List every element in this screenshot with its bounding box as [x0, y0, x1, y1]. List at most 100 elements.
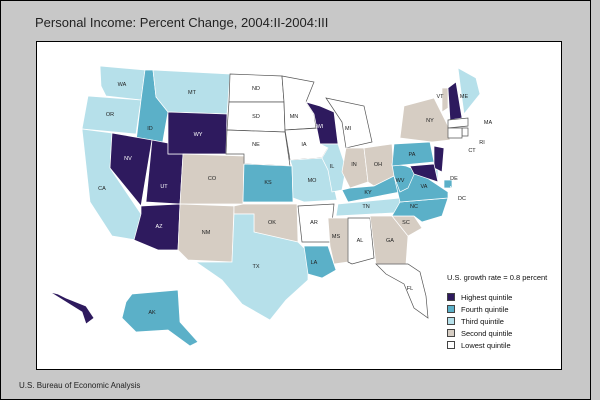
state-fl	[375, 263, 429, 319]
legend-item: Third quintile	[447, 315, 547, 327]
state-label: AR	[310, 220, 318, 226]
map-panel: WA OR CA ID NV UT AZ MT WY CO NM ND SD NE KS OK TX MN IA MO…	[36, 41, 562, 370]
state-label: AK	[148, 310, 156, 316]
state-label: OK	[268, 220, 276, 226]
state-label: NE	[252, 142, 260, 148]
legend-item: Second quintile	[447, 327, 547, 339]
state-in	[341, 147, 369, 189]
state-label: VA	[421, 184, 428, 190]
state-label: ME	[460, 94, 469, 100]
legend-item: Highest quintile	[447, 291, 547, 303]
state-al	[347, 217, 375, 265]
legend-heading: U.S. growth rate = 0.8 percent	[447, 273, 548, 282]
state-label: UT	[160, 184, 168, 190]
state-me	[457, 67, 481, 115]
state-label: ID	[147, 126, 153, 132]
state-label: MI	[345, 126, 352, 132]
state-label: WA	[118, 82, 127, 88]
state-ct	[447, 127, 463, 139]
legend-label: Fourth quintile	[461, 304, 509, 314]
legend-swatch	[447, 305, 455, 313]
state-or	[81, 95, 142, 135]
state-label: SC	[402, 220, 410, 226]
state-vt	[441, 87, 449, 113]
state-ak	[121, 289, 199, 347]
state-label: WY	[194, 132, 203, 138]
state-label: NH	[442, 76, 450, 82]
state-la	[303, 245, 337, 279]
state-label: NV	[124, 156, 132, 162]
page-title: Personal Income: Percent Change, 2004:II…	[35, 15, 329, 30]
state-label: SD	[252, 114, 260, 120]
state-label: NJ	[451, 166, 458, 172]
state-label: RI	[479, 140, 485, 146]
state-ms	[327, 217, 349, 265]
source-note: U.S. Bureau of Economic Analysis	[19, 381, 141, 390]
state-label: MD	[450, 186, 459, 192]
state-label: AL	[357, 238, 364, 244]
legend-label: Second quintile	[461, 328, 513, 338]
legend: U.S. growth rate = 0.8 percent Highest q…	[447, 273, 547, 351]
state-label: MO	[308, 178, 318, 184]
state-hi	[49, 291, 95, 325]
state-label: CA	[98, 186, 106, 192]
state-label: NY	[426, 118, 434, 124]
state-label: AZ	[155, 224, 163, 230]
us-map: WA OR CA ID NV UT AZ MT WY CO NM ND SD NE KS OK TX MN IA MO…	[49, 65, 493, 347]
state-label: FL	[407, 286, 413, 292]
state-label: LA	[311, 260, 318, 266]
state-label: MS	[332, 234, 341, 240]
state-label: DC	[458, 196, 466, 202]
state-label: MA	[484, 120, 493, 126]
state-ks	[242, 163, 294, 203]
state-tx	[194, 213, 309, 321]
state-label: IL	[330, 164, 335, 170]
state-label: GA	[386, 238, 394, 244]
state-label: DE	[450, 176, 458, 182]
state-label: WV	[396, 178, 405, 184]
state-label: CT	[468, 148, 476, 154]
legend-swatch	[447, 329, 455, 337]
state-label: NM	[202, 230, 211, 236]
state-label: HI	[55, 308, 61, 314]
state-md	[409, 163, 439, 183]
state-label: ND	[252, 86, 260, 92]
state-label: OR	[106, 112, 114, 118]
state-ga	[369, 215, 409, 265]
state-label: IN	[351, 162, 357, 168]
legend-swatch	[447, 341, 455, 349]
state-label: PA	[409, 152, 416, 158]
state-label: MN	[290, 114, 299, 120]
legend-item: Lowest quintile	[447, 339, 547, 351]
legend-swatch	[447, 317, 455, 325]
state-mi	[325, 97, 373, 149]
state-label: TN	[362, 204, 369, 210]
state-ma	[447, 117, 469, 129]
state-nh	[447, 81, 463, 121]
state-wv	[391, 163, 417, 193]
legend-label: Highest quintile	[461, 292, 513, 302]
state-il	[319, 143, 347, 193]
state-dc	[443, 179, 453, 189]
state-label: IA	[301, 142, 307, 148]
legend-swatch	[447, 293, 455, 301]
legend-item: Fourth quintile	[447, 303, 547, 315]
state-label: MT	[188, 90, 197, 96]
state-wa	[99, 65, 146, 101]
state-label: TX	[252, 264, 259, 270]
state-nj	[433, 145, 445, 173]
state-label: WI	[317, 124, 324, 130]
state-label: KS	[264, 180, 272, 186]
legend-label: Lowest quintile	[461, 340, 511, 350]
state-label: NC	[410, 204, 418, 210]
state-label: OH	[374, 162, 382, 168]
legend-label: Third quintile	[461, 316, 504, 326]
state-label: VT	[436, 94, 444, 100]
state-ri	[461, 127, 469, 137]
state-label: KY	[364, 190, 372, 196]
state-mn	[281, 75, 317, 131]
state-ny	[399, 97, 451, 143]
state-label: CO	[208, 176, 217, 182]
state-nm	[177, 203, 235, 263]
